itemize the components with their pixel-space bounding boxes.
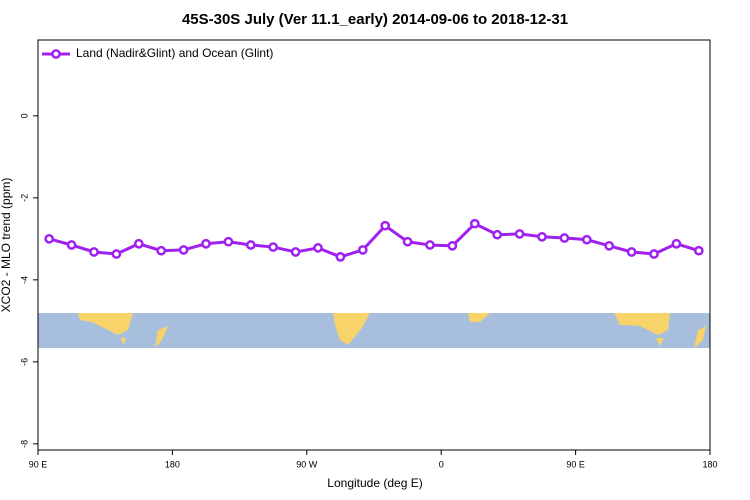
point (626, 247, 637, 257)
point (514, 229, 525, 239)
x-axis-label: Longitude (deg E) (327, 476, 422, 490)
x-tick-label: 90 W (296, 459, 318, 469)
point (492, 229, 503, 240)
point (268, 242, 279, 252)
legend-label: Land (Nadir&Glint) and Ocean (Glint) (76, 46, 273, 60)
map-band (38, 313, 710, 348)
point (402, 236, 413, 247)
x-tick-label: 0 (439, 459, 444, 469)
point (111, 249, 122, 259)
point (469, 218, 480, 229)
x-tick-label: 180 (165, 459, 180, 469)
x-tick-label: 90 E (566, 459, 585, 469)
y-tick-label: -6 (19, 358, 29, 366)
point (223, 236, 234, 247)
x-tick-label: 180 (702, 459, 717, 469)
point (559, 233, 570, 243)
x-tick-label: 90 E (29, 459, 48, 469)
point (245, 240, 256, 250)
point (447, 240, 458, 251)
point (357, 245, 368, 255)
point (537, 231, 547, 242)
point (671, 238, 682, 249)
point (66, 240, 77, 250)
chart-title: 45S-30S July (Ver 11.1_early) 2014-09-06… (182, 11, 568, 28)
point (89, 247, 99, 257)
point (604, 240, 615, 251)
y-tick-label: -2 (19, 194, 29, 202)
legend-marker (51, 49, 61, 59)
y-tick-label: -4 (19, 276, 29, 284)
point (178, 245, 189, 255)
point (649, 249, 659, 259)
point (581, 234, 592, 245)
point (313, 243, 323, 253)
point (133, 238, 144, 249)
point (335, 252, 346, 262)
point (44, 234, 55, 244)
point (156, 245, 167, 256)
point (425, 240, 435, 250)
y-tick-label: 0 (19, 113, 29, 118)
point (693, 245, 704, 256)
series-line (48, 221, 700, 259)
y-tick-label: -8 (19, 440, 29, 448)
point (290, 247, 301, 257)
y-axis-label: XCO2 - MLO trend (ppm) (0, 178, 13, 313)
point (201, 238, 211, 249)
plot-frame (37, 39, 711, 451)
point (380, 220, 391, 231)
